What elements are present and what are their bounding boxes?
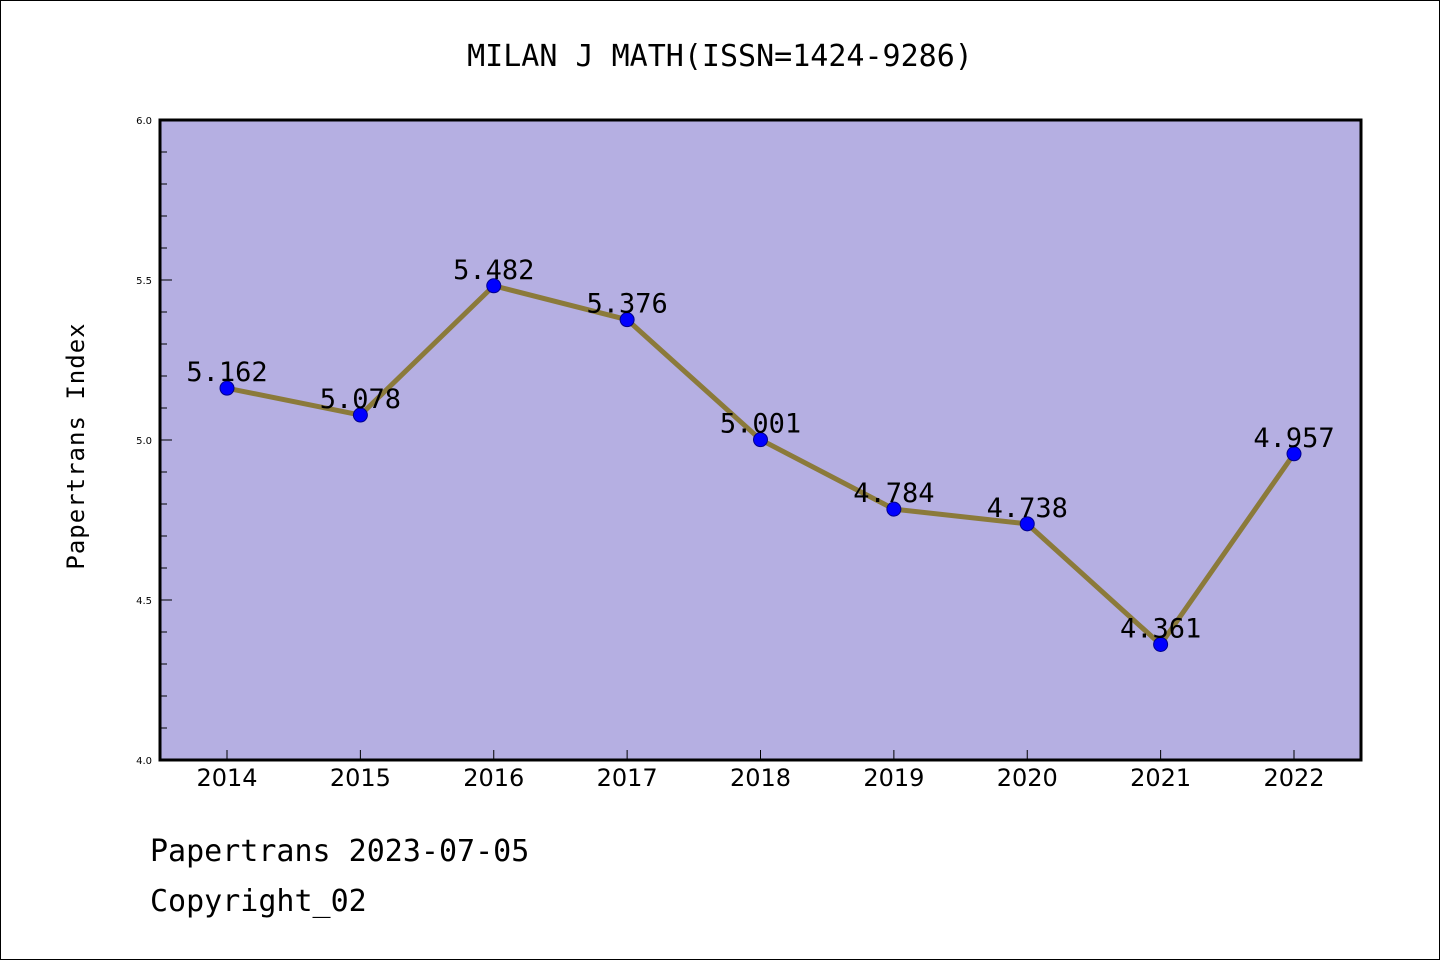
x-axis: 2014 2015 2016 2017 2018 2019 2020 2021 2022	[196, 750, 1325, 792]
y-axis: 4.0 4.5 5.0 5.5 6.0	[136, 116, 172, 767]
y-tick-label: 5.5	[136, 276, 152, 287]
data-point	[219, 380, 235, 396]
data-label: 5.001	[720, 409, 801, 440]
data-label: 4.738	[987, 493, 1068, 524]
y-tick-label: 4.5	[136, 596, 152, 607]
data-label: 4.957	[1253, 423, 1334, 454]
data-label: 5.482	[453, 255, 534, 286]
data-point	[486, 278, 502, 294]
x-tick-label: 2015	[330, 764, 391, 792]
footer-date: Papertrans 2023-07-05	[150, 834, 530, 869]
data-point	[1019, 516, 1035, 532]
x-tick-label: 2014	[196, 764, 257, 792]
y-tick-label: 4.0	[136, 756, 152, 767]
data-point	[886, 501, 902, 517]
data-label: 4.361	[1120, 613, 1201, 644]
y-axis-label: Papertrans Index	[62, 322, 90, 569]
x-tick-label: 2022	[1263, 764, 1324, 792]
y-tick-label: 5.0	[136, 436, 152, 447]
data-labels: 5.162 5.078 5.482 5.376 5.001 4.784 4.738 4.361…	[186, 255, 1334, 645]
data-label: 5.162	[186, 357, 267, 388]
data-label: 4.784	[853, 478, 934, 509]
series-group	[219, 278, 1302, 652]
data-point	[619, 312, 635, 328]
x-tick-label: 2019	[863, 764, 924, 792]
data-point	[1286, 446, 1302, 462]
x-tick-label: 2021	[1130, 764, 1191, 792]
x-tick-label: 2018	[730, 764, 791, 792]
x-tick-label: 2017	[597, 764, 658, 792]
data-point	[1153, 636, 1169, 652]
x-tick-label: 2020	[997, 764, 1058, 792]
data-label: 5.376	[586, 289, 667, 320]
y-tick-label: 6.0	[136, 116, 152, 127]
data-label: 5.078	[320, 384, 401, 415]
data-point	[352, 407, 368, 423]
chart-title: MILAN J MATH(ISSN=1424-9286)	[467, 39, 973, 74]
footer-copyright: Copyright_02	[150, 884, 367, 919]
x-tick-label: 2016	[463, 764, 524, 792]
data-point	[753, 432, 768, 448]
